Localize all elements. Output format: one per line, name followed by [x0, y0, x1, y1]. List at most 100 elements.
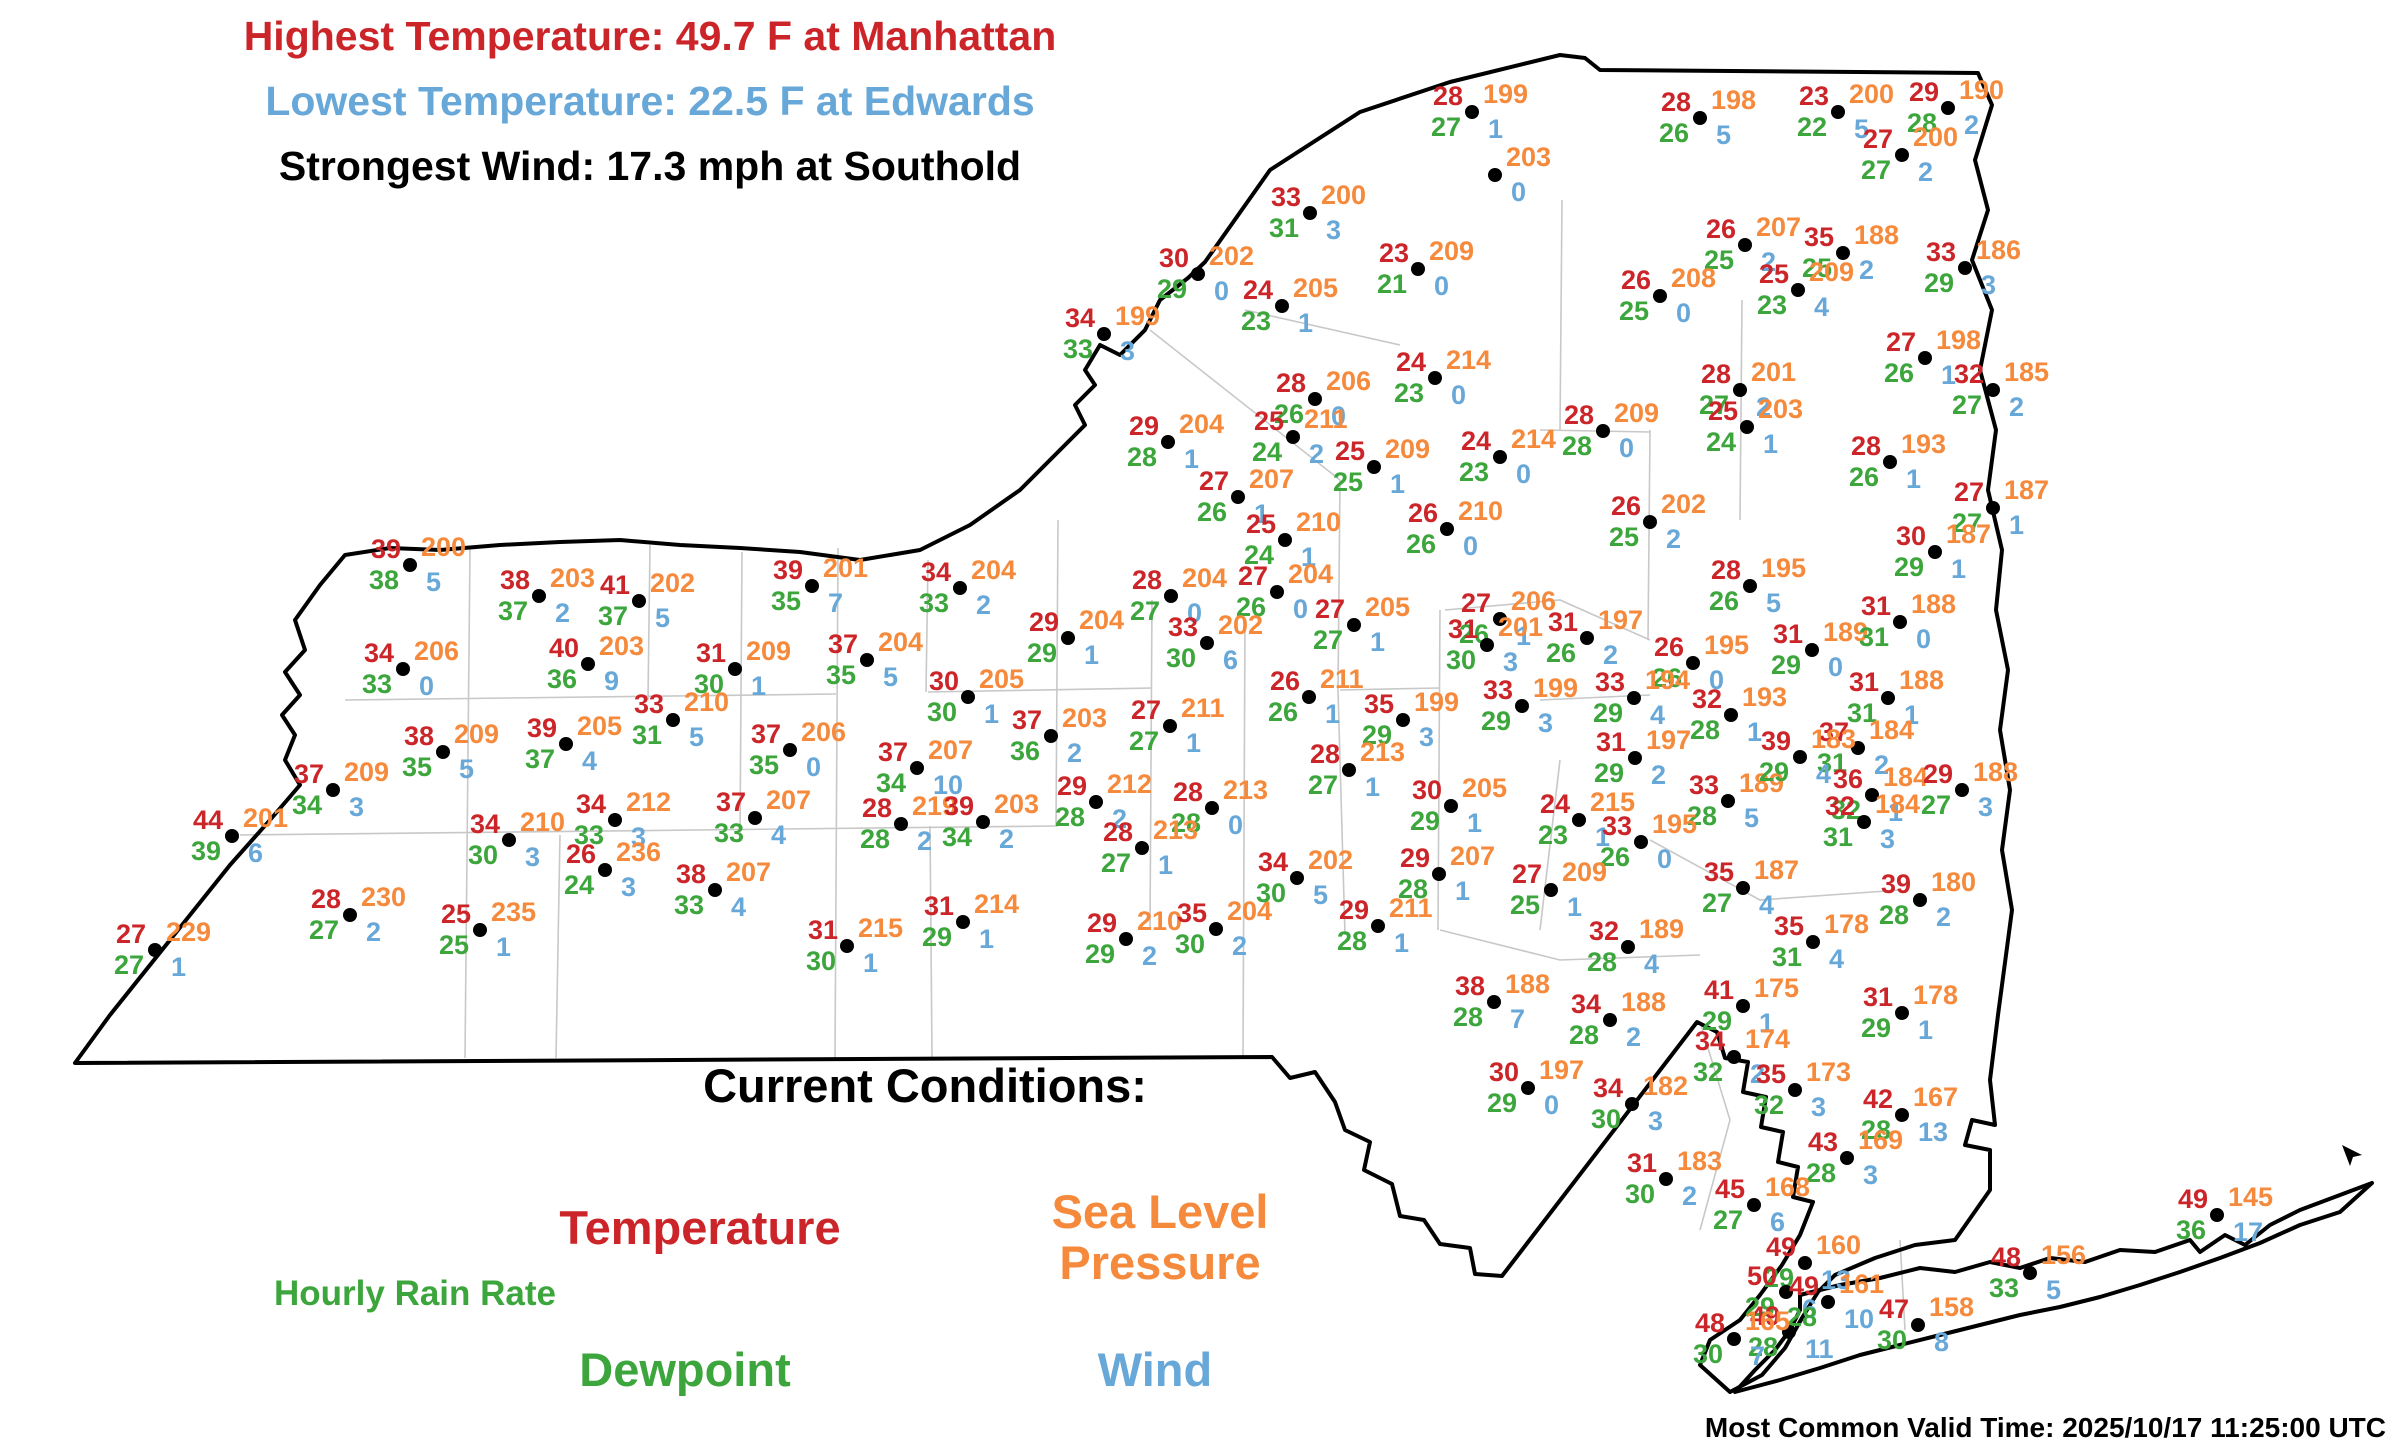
station-pressure-value: 206 — [801, 717, 847, 747]
station-pressure-value: 202 — [650, 568, 696, 598]
station-dot — [532, 589, 546, 603]
station-temperature-value: 37 — [827, 629, 858, 659]
station-pressure-value: 156 — [2041, 1240, 2087, 1270]
station-pressure-value: 189 — [1823, 617, 1869, 647]
station-temperature-value: 37 — [293, 759, 324, 789]
station-pressure-value: 209 — [1562, 857, 1608, 887]
station-dot — [1465, 105, 1479, 119]
station-dewpoint-value: 26 — [1599, 842, 1630, 872]
station-temperature-value: 27 — [1198, 466, 1229, 496]
station-pressure-value: 204 — [1288, 559, 1334, 589]
station-dot — [1738, 238, 1752, 252]
station-dewpoint-value: 30 — [926, 697, 957, 727]
station-dewpoint-value: 33 — [1988, 1273, 2019, 1303]
station-dot — [1480, 638, 1494, 652]
station-dot — [1727, 1050, 1741, 1064]
station-wind-value: 11 — [1805, 1334, 1834, 1364]
station-dewpoint-value: 30 — [1876, 1325, 1907, 1355]
station-dot — [1836, 246, 1850, 260]
station-pressure-value: 169 — [1858, 1125, 1904, 1155]
station-dot — [1444, 799, 1458, 813]
station-dot — [1840, 1151, 1854, 1165]
station-wind-value: 5 — [1744, 803, 1760, 833]
station-temperature-value: 43 — [1807, 1127, 1838, 1157]
station-wind-value: 0 — [1709, 665, 1725, 695]
station-pressure-value: 190 — [1959, 75, 2005, 105]
station-pressure-value: 197 — [1646, 725, 1692, 755]
station-dewpoint-value: 35 — [748, 750, 779, 780]
station-dewpoint-value: 25 — [1618, 296, 1649, 326]
station-pressure-value: 204 — [878, 627, 924, 657]
station-dot — [1493, 612, 1507, 626]
station-dot — [1918, 351, 1932, 365]
station-dot — [1634, 835, 1648, 849]
station-dot — [1895, 1108, 1909, 1122]
station-dewpoint-value: 31 — [1822, 822, 1853, 852]
station-dot — [1396, 713, 1410, 727]
station-pressure-value: 209 — [344, 757, 390, 787]
station-dewpoint-value: 30 — [1174, 929, 1205, 959]
station-temperature-value: 30 — [1488, 1057, 1519, 1087]
station-dot — [1432, 867, 1446, 881]
station-dewpoint-value: 30 — [805, 946, 836, 976]
station-temperature-value: 28 — [1563, 400, 1594, 430]
station-dot — [1865, 788, 1879, 802]
station-pressure-value: 189 — [1639, 914, 1685, 944]
strongest-wind-line: Strongest Wind: 17.3 mph at Southold — [278, 143, 1022, 189]
station-dewpoint-value: 28 — [1126, 442, 1157, 472]
station-temperature-value: 27 — [1460, 588, 1491, 618]
station-wind-value: 2 — [999, 824, 1015, 854]
station-dot — [1596, 424, 1610, 438]
station-temperature-value: 30 — [1895, 521, 1926, 551]
station-dot — [956, 915, 970, 929]
station-wind-value: 1 — [1941, 360, 1957, 390]
station-pressure-value: 236 — [616, 837, 662, 867]
station-pressure-value: 168 — [1765, 1172, 1811, 1202]
station-dot — [1831, 105, 1845, 119]
station-dot — [1515, 699, 1529, 713]
station-dot — [581, 657, 595, 671]
lowest-temperature-line: Lowest Temperature: 22.5 F at Edwards — [265, 78, 1035, 124]
station-pressure-value: 203 — [1758, 394, 1804, 424]
station-wind-value: 5 — [655, 603, 671, 633]
station-pressure-value: 209 — [746, 636, 792, 666]
station-dewpoint-value: 32 — [1753, 1090, 1784, 1120]
station-wind-value: 2 — [1666, 524, 1682, 554]
station-wind-value: 0 — [1511, 177, 1527, 207]
station-dot — [1342, 763, 1356, 777]
station-pressure-value: 209 — [1385, 434, 1431, 464]
station-pressure-value: 178 — [1824, 909, 1870, 939]
station-dewpoint-value: 28 — [1336, 926, 1367, 956]
station-pressure-value: 205 — [1365, 592, 1411, 622]
station-temperature-value: 36 — [1832, 764, 1863, 794]
station-dewpoint-value: 35 — [825, 660, 856, 690]
station-wind-value: 1 — [1951, 554, 1967, 584]
station-pressure-value: 211 — [1304, 404, 1348, 434]
station-temperature-value: 35 — [1803, 222, 1834, 252]
station-dot — [1286, 430, 1300, 444]
station-dewpoint-value: 37 — [497, 596, 528, 626]
legend-slp-line2: Pressure — [1059, 1236, 1261, 1289]
station-pressure-value: 199 — [1414, 687, 1460, 717]
station-pressure-value: 186 — [1976, 235, 2022, 265]
station-temperature-value: 27 — [1314, 594, 1345, 624]
station-temperature-value: 25 — [440, 899, 471, 929]
station-pressure-value: 219 — [912, 791, 958, 821]
station-wind-value: 1 — [1301, 542, 1317, 572]
station-dewpoint-value: 28 — [1860, 1115, 1891, 1145]
station-temperature-value: 34 — [363, 638, 394, 668]
station-dewpoint-value: 29 — [1701, 1006, 1732, 1036]
station-dot — [1779, 1285, 1793, 1299]
station-dot — [1733, 383, 1747, 397]
station-wind-value: 1 — [2009, 510, 2025, 540]
station-dewpoint-value: 33 — [361, 669, 392, 699]
station-temperature-value: 29 — [1056, 771, 1087, 801]
station-wind-value: 3 — [1981, 270, 1997, 300]
station-temperature-value: 26 — [1620, 265, 1651, 295]
state-outline — [73, 53, 2374, 1394]
station-pressure-value: 198 — [1711, 85, 1757, 115]
station-wind-value: 3 — [631, 822, 647, 852]
station-temperature-value: 38 — [675, 859, 706, 889]
station-pressure-value: 207 — [1450, 841, 1496, 871]
